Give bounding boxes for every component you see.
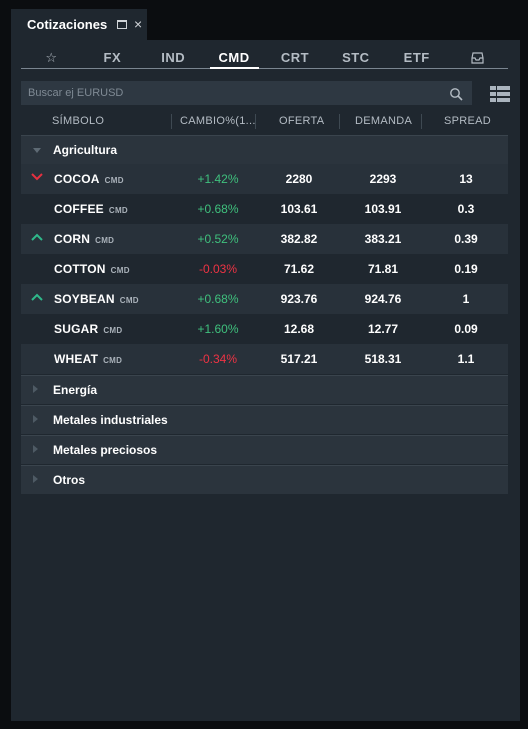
- tab-inbox[interactable]: [447, 48, 508, 68]
- group-energia[interactable]: Energía: [21, 375, 508, 404]
- category-tabs: ☆ FX IND CMD CRT STC ETF: [21, 48, 508, 69]
- bid-value[interactable]: 12.68: [283, 322, 315, 336]
- col-ask[interactable]: DEMANDA: [355, 115, 413, 127]
- inbox-icon: [471, 52, 484, 64]
- ask-value[interactable]: 2293: [369, 172, 397, 186]
- group-agricultura[interactable]: Agricultura: [21, 135, 508, 164]
- quote-row-coffee[interactable]: COFFEE CMD +0.68% 103.61 103.91 0.3: [21, 194, 508, 224]
- symbol-name: COCOA CMD: [54, 172, 124, 186]
- tab-cotizaciones[interactable]: Cotizaciones ×: [11, 9, 147, 40]
- close-icon[interactable]: ×: [134, 16, 143, 32]
- search-box[interactable]: [21, 81, 472, 105]
- change-value: -0.34%: [198, 352, 238, 366]
- symbol-name: CORN CMD: [54, 232, 115, 246]
- col-spread[interactable]: SPREAD: [444, 115, 492, 127]
- spread-value: 13: [459, 172, 473, 186]
- quote-row-cocoa[interactable]: COCOA CMD +1.42% 2280 2293 13: [21, 164, 508, 194]
- tab-stc[interactable]: STC: [342, 50, 370, 65]
- quote-row-sugar[interactable]: SUGAR CMD +1.60% 12.68 12.77 0.09: [21, 314, 508, 344]
- search-input[interactable]: [28, 87, 428, 99]
- spread-value: 0.09: [454, 322, 478, 336]
- symbol-tag: CMD: [108, 206, 128, 215]
- window-tabbar: Cotizaciones ×: [0, 0, 528, 40]
- bid-value[interactable]: 517.21: [280, 352, 318, 366]
- quote-row-cotton[interactable]: COTTON CMD -0.03% 71.62 71.81 0.19: [21, 254, 508, 284]
- spread-value: 0.19: [454, 262, 478, 276]
- tab-crt[interactable]: CRT: [280, 50, 310, 65]
- group-label: Energía: [53, 383, 98, 397]
- quotes-panel: ☆ FX IND CMD CRT STC ETF SÍMBOLO CAM: [11, 40, 520, 721]
- symbol-tag: CMD: [119, 296, 139, 305]
- trend-up-icon: [31, 293, 43, 301]
- change-value: +0.52%: [197, 232, 239, 246]
- caret-right-icon: [33, 415, 38, 423]
- change-value: +0.68%: [197, 202, 239, 216]
- symbol-tag: CMD: [104, 176, 124, 185]
- trend-up-icon: [31, 233, 43, 241]
- symbol-tag: CMD: [95, 236, 115, 245]
- group-metales-preciosos[interactable]: Metales preciosos: [21, 435, 508, 464]
- change-value: +1.42%: [197, 172, 239, 186]
- caret-right-icon: [33, 445, 38, 453]
- spread-value: 0.39: [454, 232, 478, 246]
- group-label: Agricultura: [53, 143, 118, 157]
- bid-value[interactable]: 382.82: [280, 232, 318, 246]
- caret-right-icon: [33, 475, 38, 483]
- spread-value: 1.1: [457, 352, 475, 366]
- ask-value[interactable]: 518.31: [364, 352, 402, 366]
- group-label: Otros: [53, 473, 86, 487]
- symbol-name: SOYBEAN CMD: [54, 292, 139, 306]
- quote-row-wheat[interactable]: WHEAT CMD -0.34% 517.21 518.31 1.1: [21, 344, 508, 374]
- ask-value[interactable]: 71.81: [367, 262, 399, 276]
- ask-value[interactable]: 12.77: [367, 322, 399, 336]
- tab-etf[interactable]: ETF: [403, 50, 430, 65]
- symbol-tag: CMD: [103, 326, 123, 335]
- change-value: +1.60%: [197, 322, 239, 336]
- symbol-name: COTTON CMD: [54, 262, 130, 276]
- group-label: Metales industriales: [53, 413, 168, 427]
- tab-favorites[interactable]: ☆: [21, 48, 82, 68]
- col-symbol[interactable]: SÍMBOLO: [52, 115, 105, 127]
- bid-value[interactable]: 923.76: [280, 292, 318, 306]
- bid-value[interactable]: 71.62: [283, 262, 315, 276]
- symbol-name: WHEAT CMD: [54, 352, 123, 366]
- group-otros[interactable]: Otros: [21, 465, 508, 494]
- spread-value: 1: [462, 292, 470, 306]
- tab-ind[interactable]: IND: [161, 50, 186, 65]
- tab-title: Cotizaciones: [27, 17, 108, 32]
- bid-value[interactable]: 103.61: [280, 202, 318, 216]
- symbol-name: COFFEE CMD: [54, 202, 128, 216]
- caret-right-icon: [33, 385, 38, 393]
- ask-value[interactable]: 383.21: [364, 232, 402, 246]
- tab-fx[interactable]: FX: [103, 50, 122, 65]
- bid-value[interactable]: 2280: [285, 172, 313, 186]
- search-icon[interactable]: [449, 87, 463, 101]
- caret-down-icon: [33, 148, 41, 153]
- col-change[interactable]: CAMBIO%(1...: [180, 115, 256, 127]
- maximize-icon[interactable]: [117, 20, 127, 29]
- change-value: -0.03%: [198, 262, 238, 276]
- col-bid[interactable]: OFERTA: [279, 115, 325, 127]
- symbol-tag: CMD: [110, 266, 130, 275]
- ask-value[interactable]: 924.76: [364, 292, 402, 306]
- column-headers: SÍMBOLO CAMBIO%(1... OFERTA DEMANDA SPRE…: [21, 112, 508, 132]
- trend-down-icon: [31, 173, 43, 181]
- quote-row-corn[interactable]: CORN CMD +0.52% 382.82 383.21 0.39: [21, 224, 508, 254]
- group-metales-industriales[interactable]: Metales industriales: [21, 405, 508, 434]
- grid-view-icon[interactable]: [490, 86, 510, 102]
- group-label: Metales preciosos: [53, 443, 158, 457]
- star-icon: ☆: [45, 50, 58, 65]
- spread-value: 0.3: [457, 202, 475, 216]
- quote-row-soybean[interactable]: SOYBEAN CMD +0.68% 923.76 924.76 1: [21, 284, 508, 314]
- symbol-name: SUGAR CMD: [54, 322, 123, 336]
- ask-value[interactable]: 103.91: [364, 202, 402, 216]
- symbol-tag: CMD: [103, 356, 123, 365]
- tab-cmd[interactable]: CMD: [204, 48, 265, 69]
- change-value: +0.68%: [197, 292, 239, 306]
